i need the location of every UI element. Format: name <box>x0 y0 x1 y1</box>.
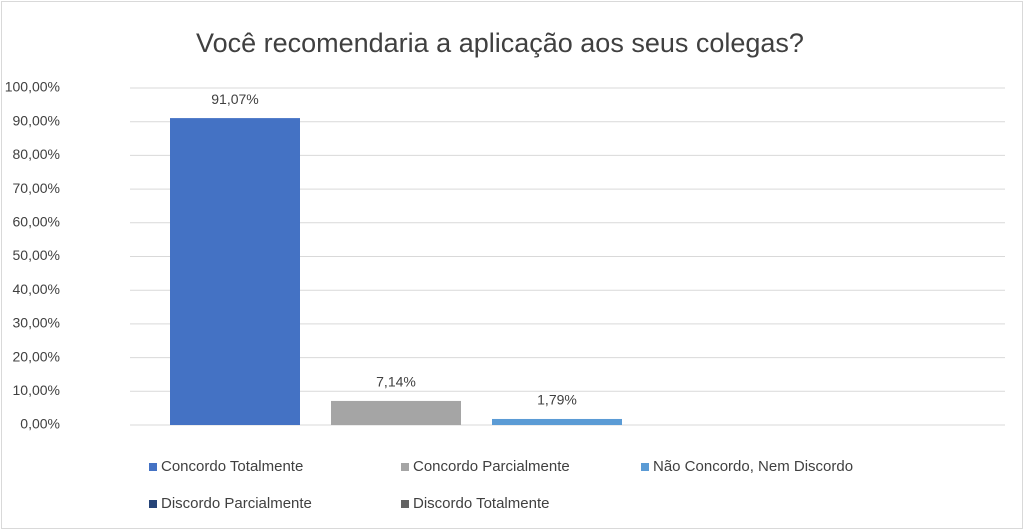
y-tick-label: 0,00% <box>20 416 60 432</box>
y-tick-label: 70,00% <box>13 180 60 196</box>
legend-label: Não Concordo, Nem Discordo <box>653 458 853 475</box>
legend-swatch <box>641 463 649 471</box>
y-tick-label: 20,00% <box>13 348 60 364</box>
y-tick-label: 10,00% <box>13 382 60 398</box>
legend-swatch <box>149 463 157 471</box>
legend-swatch <box>401 463 409 471</box>
data-label: 7,14% <box>376 374 416 390</box>
legend-label: Concordo Parcialmente <box>413 458 570 475</box>
y-tick-label: 30,00% <box>13 315 60 331</box>
y-tick-label: 40,00% <box>13 281 60 297</box>
legend-swatch <box>149 500 157 508</box>
legend-label: Discordo Totalmente <box>413 495 549 512</box>
bar <box>331 400 461 425</box>
y-tick-label: 100,00% <box>5 79 60 95</box>
chart-title: Você recomendaria a aplicação aos seus c… <box>196 28 804 58</box>
y-tick-label: 80,00% <box>13 146 60 162</box>
legend-label: Discordo Parcialmente <box>161 495 312 512</box>
data-label: 1,79% <box>537 392 577 408</box>
bar <box>170 118 300 425</box>
bar <box>492 418 622 425</box>
legend-label: Concordo Totalmente <box>161 458 303 475</box>
y-tick-label: 50,00% <box>13 247 60 263</box>
y-tick-label: 60,00% <box>13 214 60 230</box>
legend-swatch <box>401 500 409 508</box>
data-label: 91,07% <box>211 91 258 107</box>
y-tick-label: 90,00% <box>13 112 60 128</box>
